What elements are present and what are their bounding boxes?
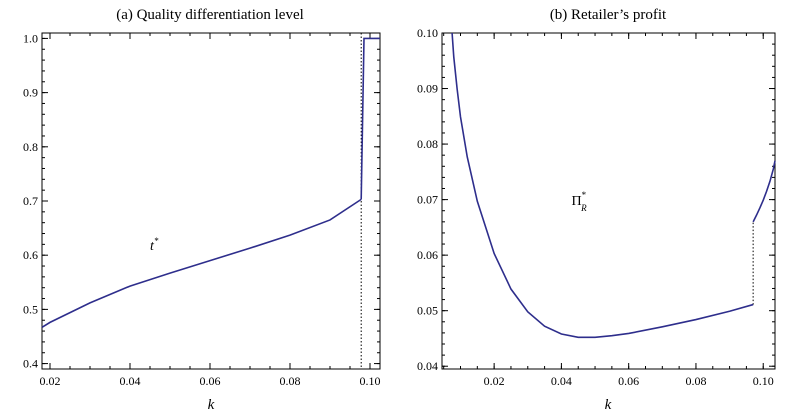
panel-a-frame bbox=[41, 32, 381, 370]
x-tick-label: 0.06 bbox=[618, 374, 639, 388]
y-tick-label: 0.07 bbox=[417, 193, 438, 207]
y-tick-label: 0.04 bbox=[417, 359, 438, 373]
y-tick-label: 0.8 bbox=[23, 140, 38, 154]
panel-a-tick-labels: 0.02 0.04 0.06 0.08 0.10 0.4 0.5 0.6 0.7 0.8 0.9 1.… bbox=[23, 31, 381, 388]
x-tick-label: 0.08 bbox=[685, 374, 706, 388]
panel-b-ticks bbox=[442, 32, 775, 369]
panel-a-curve-label: t* bbox=[150, 236, 159, 254]
x-tick-label: 0.04 bbox=[551, 374, 572, 388]
series-line-1 bbox=[451, 32, 754, 339]
y-tick-label: 0.06 bbox=[417, 248, 438, 262]
panel-b-series bbox=[451, 32, 776, 339]
y-tick-label: 0.9 bbox=[23, 86, 38, 100]
y-tick-label: 1.0 bbox=[23, 31, 38, 45]
panel-b-retailer-profit: (b) Retailer’s profit 0.02 0.04 0.06 0.08 0.… bbox=[417, 7, 776, 413]
x-tick-label: 0.04 bbox=[120, 374, 141, 388]
panel-a-title: (a) Quality differentiation level bbox=[116, 7, 304, 23]
panel-b-x-axis-label: k bbox=[605, 397, 612, 413]
x-tick-label: 0.10 bbox=[753, 374, 774, 388]
y-tick-label: 0.09 bbox=[417, 82, 438, 96]
x-tick-label: 0.02 bbox=[40, 374, 61, 388]
y-tick-label: 0.6 bbox=[23, 248, 38, 262]
y-tick-label: 0.08 bbox=[417, 137, 438, 151]
x-tick-label: 0.06 bbox=[200, 374, 221, 388]
panel-b-tick-labels: 0.02 0.04 0.06 0.08 0.10 0.04 0.05 0.06 0.07 0.08… bbox=[417, 26, 774, 388]
panel-b-frame bbox=[441, 32, 776, 370]
y-tick-label: 0.4 bbox=[23, 357, 38, 371]
panel-b-title: (b) Retailer’s profit bbox=[550, 7, 667, 23]
x-tick-label: 0.10 bbox=[360, 374, 381, 388]
panel-a-x-axis-label: k bbox=[208, 397, 215, 413]
panel-a-series bbox=[41, 37, 380, 328]
panel-a-ticks bbox=[42, 33, 380, 369]
panel-b-curve-label: Π* R bbox=[572, 190, 588, 213]
y-tick-label: 0.05 bbox=[417, 304, 438, 318]
y-tick-label: 0.7 bbox=[23, 194, 38, 208]
x-tick-label: 0.08 bbox=[280, 374, 301, 388]
series-line-1 bbox=[41, 198, 362, 328]
series-line-2 bbox=[752, 160, 776, 223]
y-tick-label: 0.5 bbox=[23, 302, 38, 316]
panel-a-quality-differentiation: (a) Quality differentiation level 0.02 0.… bbox=[23, 7, 381, 413]
series-line-2 bbox=[360, 37, 380, 200]
x-tick-label: 0.02 bbox=[484, 374, 505, 388]
y-tick-label: 0.10 bbox=[417, 26, 438, 40]
